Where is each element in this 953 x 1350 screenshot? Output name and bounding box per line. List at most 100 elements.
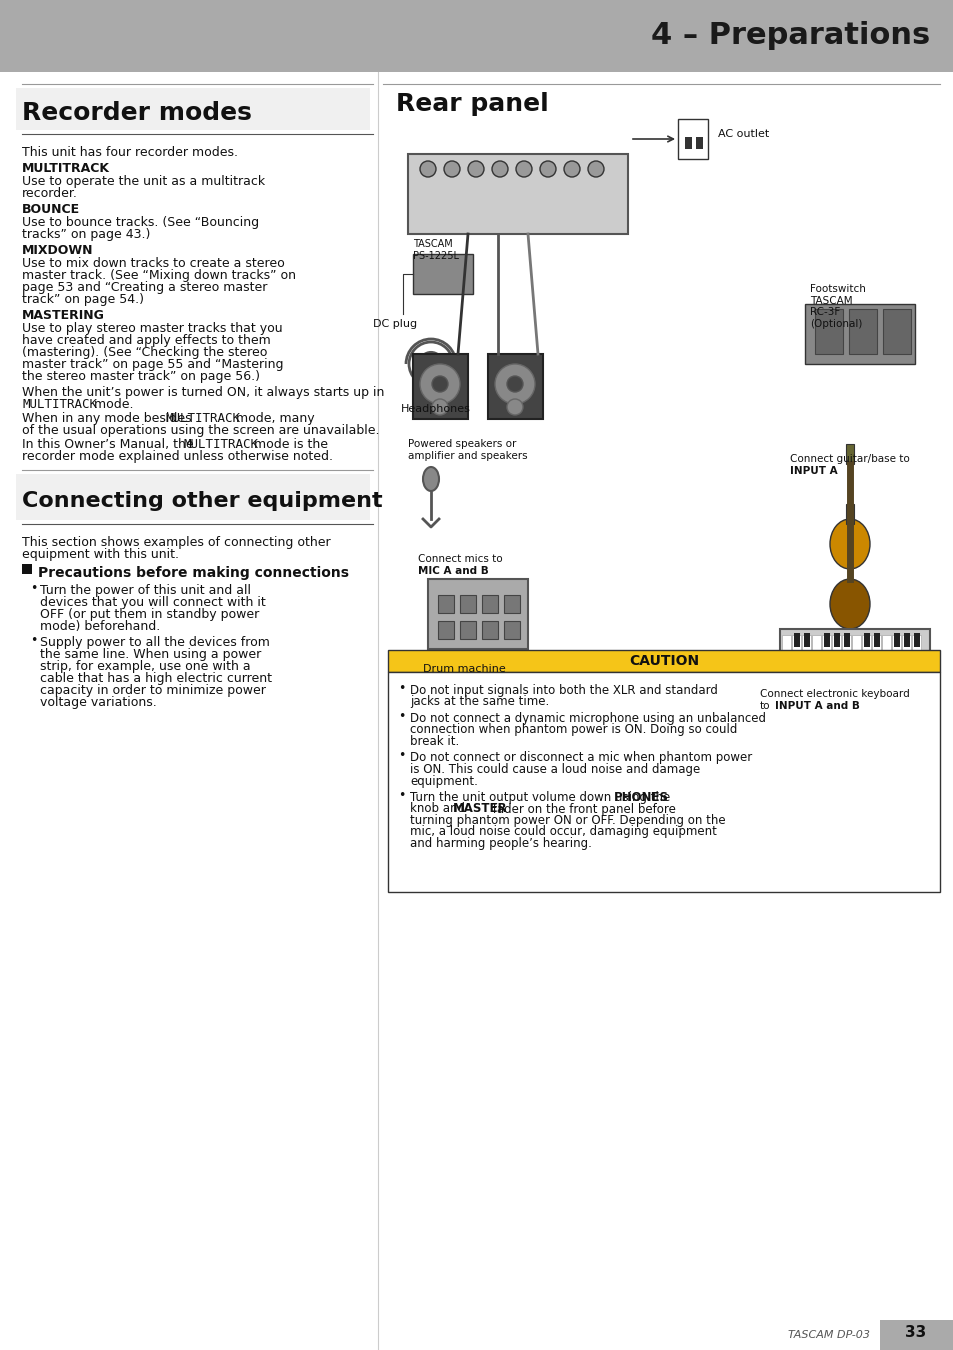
Text: CAUTION: CAUTION (628, 653, 699, 668)
Text: Recorder modes: Recorder modes (22, 101, 252, 126)
Text: Do not connect a dynamic microphone using an unbalanced: Do not connect a dynamic microphone usin… (410, 711, 765, 725)
Text: Use to play stereo master tracks that you: Use to play stereo master tracks that yo… (22, 323, 282, 335)
Text: 4 – Preparations: 4 – Preparations (650, 22, 929, 50)
Text: MULTITRACK: MULTITRACK (22, 398, 97, 410)
Text: Headphones: Headphones (400, 404, 471, 414)
Circle shape (468, 161, 483, 177)
Text: MIXDOWN: MIXDOWN (22, 244, 93, 256)
Text: In this Owner’s Manual, the: In this Owner’s Manual, the (22, 437, 193, 451)
Bar (791, 634, 801, 667)
Text: mode) beforehand.: mode) beforehand. (40, 620, 160, 633)
Bar (0, 0, 953, 72)
Text: This section shows examples of connecting other: This section shows examples of connectin… (22, 536, 331, 549)
Circle shape (516, 161, 532, 177)
Bar (780, 629, 929, 670)
Circle shape (563, 161, 579, 177)
Text: and harming people’s hearing.: and harming people’s hearing. (410, 837, 591, 850)
Bar (804, 304, 914, 364)
Bar (16, 88, 370, 130)
Text: Drum machine: Drum machine (422, 664, 505, 674)
Circle shape (506, 377, 522, 392)
Text: DC plug: DC plug (373, 319, 416, 329)
Bar (781, 634, 790, 667)
Text: MASTERING: MASTERING (22, 309, 105, 323)
Text: have created and apply effects to them: have created and apply effects to them (22, 333, 271, 347)
Circle shape (495, 364, 535, 404)
Bar (831, 634, 841, 667)
Text: is ON. This could cause a loud noise and damage: is ON. This could cause a loud noise and… (410, 763, 700, 776)
Text: the same line. When using a power: the same line. When using a power (40, 648, 261, 662)
Bar (913, 633, 919, 647)
Bar (413, 354, 468, 418)
Bar (459, 621, 476, 639)
Text: Turn the unit output volume down using the: Turn the unit output volume down using t… (410, 791, 673, 805)
Text: •: • (397, 749, 405, 763)
Text: master track. (See “Mixing down tracks” on: master track. (See “Mixing down tracks” … (22, 269, 295, 282)
Bar (911, 634, 920, 667)
Bar (437, 595, 454, 613)
Bar (481, 621, 497, 639)
Text: Connect guitar/base to: Connect guitar/base to (789, 454, 909, 464)
Circle shape (539, 161, 556, 177)
Text: track” on page 54.): track” on page 54.) (22, 293, 144, 306)
Text: (mastering). (See “Checking the stereo: (mastering). (See “Checking the stereo (22, 346, 267, 359)
Text: master track” on page 55 and “Mastering: master track” on page 55 and “Mastering (22, 358, 283, 371)
Text: Do not connect or disconnect a mic when phantom power: Do not connect or disconnect a mic when … (410, 752, 752, 764)
Text: •: • (30, 582, 37, 595)
Text: voltage variations.: voltage variations. (40, 697, 156, 709)
Text: •: • (397, 788, 405, 802)
Bar (388, 672, 939, 892)
Text: recorder.: recorder. (22, 188, 78, 200)
Text: INPUT A and B: INPUT A and B (774, 701, 859, 711)
Text: equipment.: equipment. (410, 775, 477, 787)
Circle shape (432, 400, 448, 414)
Bar (503, 595, 519, 613)
Text: fader on the front panel before: fader on the front panel before (488, 802, 675, 815)
Text: Footswitch
TASCAM
RC-3F
(Optional): Footswitch TASCAM RC-3F (Optional) (809, 284, 865, 329)
Text: Rear panel: Rear panel (395, 92, 548, 116)
Text: mode, many: mode, many (235, 412, 314, 425)
Text: •: • (30, 634, 37, 647)
Circle shape (587, 161, 603, 177)
Circle shape (506, 400, 522, 414)
Circle shape (419, 161, 436, 177)
Bar (16, 474, 370, 520)
Text: BOUNCE: BOUNCE (22, 202, 80, 216)
Bar (459, 595, 476, 613)
Bar (684, 136, 691, 148)
Bar (833, 633, 840, 647)
Text: page 53 and “Creating a stereo master: page 53 and “Creating a stereo master (22, 281, 267, 294)
Bar (843, 633, 849, 647)
Bar (696, 136, 702, 148)
Text: INPUT A: INPUT A (789, 466, 837, 477)
Text: AC outlet: AC outlet (718, 130, 768, 139)
Text: Use to mix down tracks to create a stereo: Use to mix down tracks to create a stere… (22, 256, 284, 270)
Bar (814, 309, 842, 354)
Text: Use to bounce tracks. (See “Bouncing: Use to bounce tracks. (See “Bouncing (22, 216, 259, 230)
Text: Supply power to all the devices from: Supply power to all the devices from (40, 636, 270, 649)
Bar (841, 634, 850, 667)
Text: strip, for example, use one with a: strip, for example, use one with a (40, 660, 251, 674)
Circle shape (432, 377, 448, 392)
Text: recorder mode explained unless otherwise noted.: recorder mode explained unless otherwise… (22, 450, 333, 463)
Text: 33: 33 (904, 1324, 925, 1341)
Bar (851, 634, 861, 667)
Text: MASTER: MASTER (453, 802, 507, 815)
Bar (428, 579, 527, 649)
Bar (793, 633, 800, 647)
Text: Connecting other equipment: Connecting other equipment (22, 491, 382, 512)
Text: the stereo master track” on page 56.): the stereo master track” on page 56.) (22, 370, 260, 383)
Text: equipment with this unit.: equipment with this unit. (22, 548, 179, 562)
Bar (882, 309, 910, 354)
Circle shape (419, 364, 459, 404)
Circle shape (443, 161, 459, 177)
Text: PHONES: PHONES (614, 791, 669, 805)
Text: Precautions before making connections: Precautions before making connections (38, 566, 349, 580)
Text: mode.: mode. (90, 398, 133, 410)
Text: Do not input signals into both the XLR and standard: Do not input signals into both the XLR a… (410, 684, 717, 697)
Text: connection when phantom power is ON. Doing so could: connection when phantom power is ON. Doi… (410, 724, 737, 737)
Text: When the unit’s power is turned ON, it always starts up in: When the unit’s power is turned ON, it a… (22, 386, 384, 400)
Bar (801, 634, 810, 667)
Bar (437, 621, 454, 639)
Ellipse shape (422, 467, 438, 491)
